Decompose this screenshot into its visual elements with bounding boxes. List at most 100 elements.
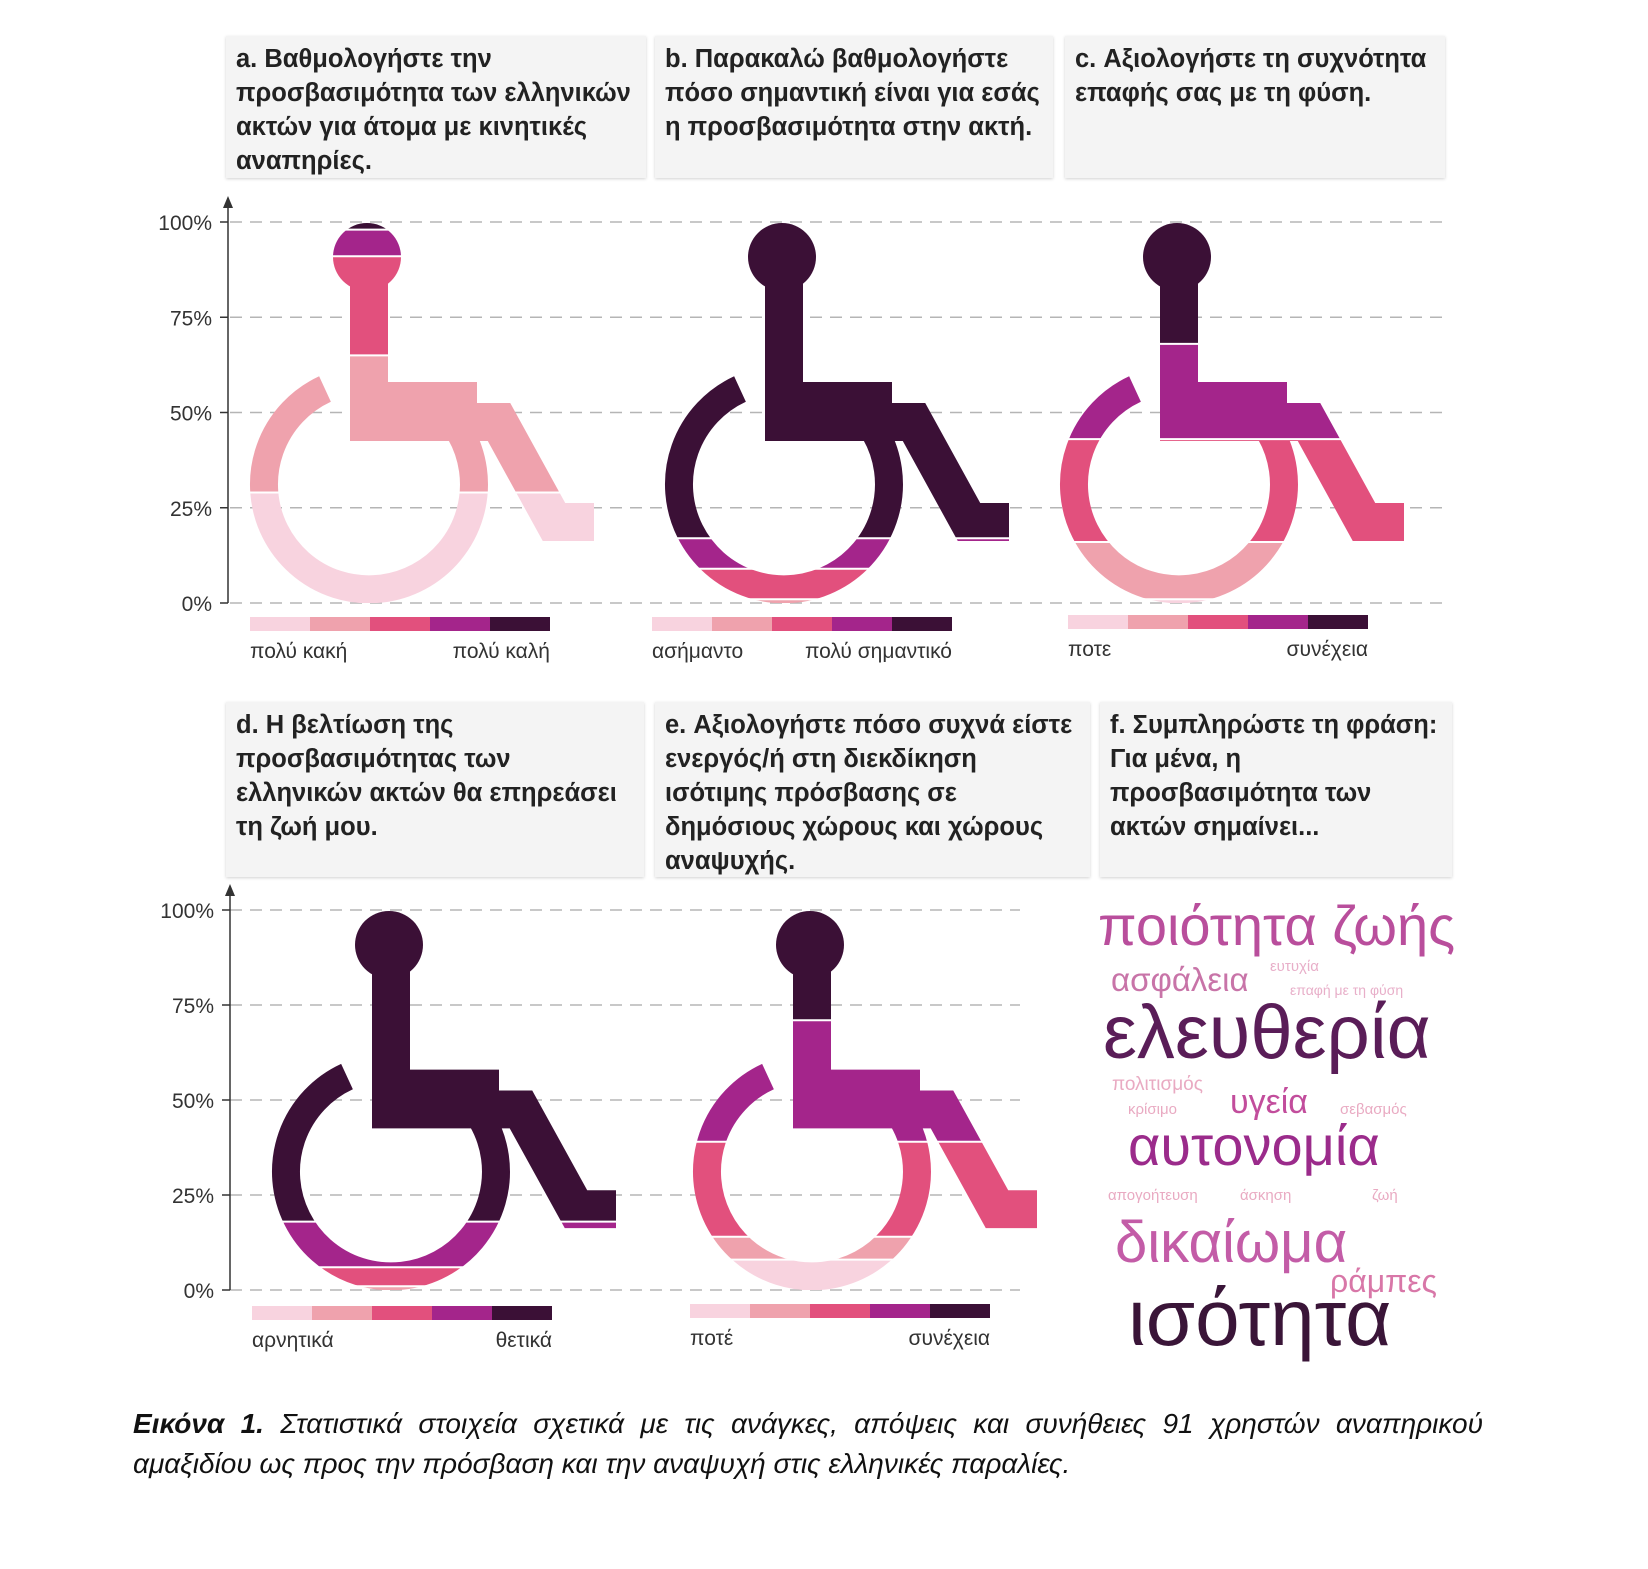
legend-label: αρνητικά (252, 1329, 334, 1352)
legend-swatch (712, 617, 772, 631)
word: απογοήτευση (1108, 1187, 1198, 1204)
word: ισότητα (1128, 1273, 1391, 1362)
legend-label: πολύ σημαντικό (805, 640, 952, 663)
segment (1049, 599, 1429, 603)
legend-swatch (1308, 615, 1368, 629)
word: πολιτισμός (1112, 1074, 1203, 1095)
segment (654, 222, 1034, 539)
word: ζωή (1372, 1187, 1398, 1204)
segment (239, 355, 619, 493)
y-axis-arrow (225, 884, 235, 896)
legend-label: ποτέ (690, 1327, 733, 1350)
word: ποιότητα ζωής (1098, 894, 1455, 957)
y-tick-label: 75% (170, 307, 212, 330)
segment (682, 1020, 1062, 1142)
legend-swatch (490, 617, 550, 631)
y-tick-label: 0% (184, 1280, 214, 1303)
legend-swatch (372, 1306, 432, 1320)
segment (261, 910, 641, 1222)
segment (1049, 439, 1429, 543)
legend-swatch (690, 1304, 750, 1318)
y-tick-label: 100% (160, 900, 214, 923)
y-tick-label: 0% (182, 593, 212, 616)
segment (261, 1221, 641, 1268)
question-box: e. Αξιολογήστε πόσο συχνά είστε ενεργός/… (655, 702, 1090, 877)
segment (239, 222, 619, 230)
segment (654, 538, 1034, 569)
question-box: f. Συμπληρώστε τη φράση: Για μένα, η προ… (1100, 702, 1452, 877)
segment (654, 568, 1034, 600)
segment (1049, 343, 1429, 440)
legend-swatch (310, 617, 370, 631)
caption-label: Εικόνα 1. (133, 1408, 264, 1439)
legend-swatch (930, 1304, 990, 1318)
word: δικαίωμα (1115, 1210, 1347, 1275)
legend-swatch (1128, 615, 1188, 629)
segment (1049, 222, 1429, 344)
word: άσκηση (1240, 1187, 1291, 1204)
segment (682, 910, 1062, 1021)
wheelchair-icon (261, 910, 641, 1290)
segment (261, 1286, 641, 1290)
word: αυτονομία (1128, 1114, 1380, 1177)
legend-swatch (1248, 615, 1308, 629)
word: ασφάλεια (1111, 961, 1249, 998)
legend-swatch (430, 617, 490, 631)
y-tick-label: 100% (158, 212, 212, 235)
legend-swatch (892, 617, 952, 631)
legend-swatch (810, 1304, 870, 1318)
segment (239, 229, 619, 257)
segment (1049, 542, 1429, 600)
segment (682, 1141, 1062, 1237)
wheelchair-icon (682, 910, 1062, 1290)
legend-label: πολύ καλή (453, 640, 550, 663)
question-box: a. Βαθμολογήστε την προσβασιμότητα των ε… (226, 36, 646, 178)
legend-label: ποτε (1068, 638, 1111, 661)
segment (682, 1236, 1062, 1260)
legend-swatch (652, 617, 712, 631)
legend-swatch (750, 1304, 810, 1318)
segment (261, 1267, 641, 1287)
legend-swatch (252, 1306, 312, 1320)
legend-swatch (832, 617, 892, 631)
legend-label: συνέχεια (909, 1327, 991, 1350)
question-box: d. Η βελτίωση της προσβασιμότητας των ελ… (226, 702, 644, 877)
legend-swatch (772, 617, 832, 631)
word: ευτυχία (1270, 958, 1319, 975)
word: ελευθερία (1103, 990, 1431, 1075)
legend-swatch (1068, 615, 1128, 629)
question-box: c. Αξιολογήστε τη συχνότητα επαφής σας μ… (1065, 36, 1445, 178)
legend-swatch (1188, 615, 1248, 629)
word: σεβασμός (1340, 1101, 1407, 1118)
legend-label: ασήμαντο (652, 640, 743, 663)
wheelchair-icon (239, 222, 619, 603)
y-axis-arrow (223, 196, 233, 208)
legend-swatch (432, 1306, 492, 1320)
word: κρίσιμο (1128, 1101, 1177, 1118)
legend-swatch (312, 1306, 372, 1320)
legend-label: συνέχεια (1287, 638, 1369, 661)
legend-swatch (492, 1306, 552, 1320)
segment (239, 492, 619, 603)
legend-label: πολύ κακή (250, 640, 347, 663)
wheelchair-icon (654, 222, 1034, 603)
caption-text: Στατιστικά στοιχεία σχετικά με τις ανάγκ… (133, 1408, 1484, 1479)
legend-swatch (370, 617, 430, 631)
y-tick-label: 50% (170, 403, 212, 426)
segment (682, 1259, 1062, 1290)
segment (654, 599, 1034, 603)
word: υγεία (1230, 1083, 1308, 1121)
y-tick-label: 75% (172, 995, 214, 1018)
question-box: b. Παρακαλώ βαθμολογήστε πόσο σημαντική … (655, 36, 1053, 178)
word: επαφή με τη φύση (1290, 982, 1403, 998)
wheelchair-icon (1049, 222, 1429, 603)
legend-swatch (250, 617, 310, 631)
word: ράμπες (1330, 1263, 1437, 1299)
legend-swatch (870, 1304, 930, 1318)
caption: Εικόνα 1. Στατιστικά στοιχεία σχετικά με… (133, 1404, 1483, 1484)
y-tick-label: 25% (172, 1185, 214, 1208)
y-tick-label: 25% (170, 498, 212, 521)
legend-label: θετικά (496, 1329, 552, 1352)
